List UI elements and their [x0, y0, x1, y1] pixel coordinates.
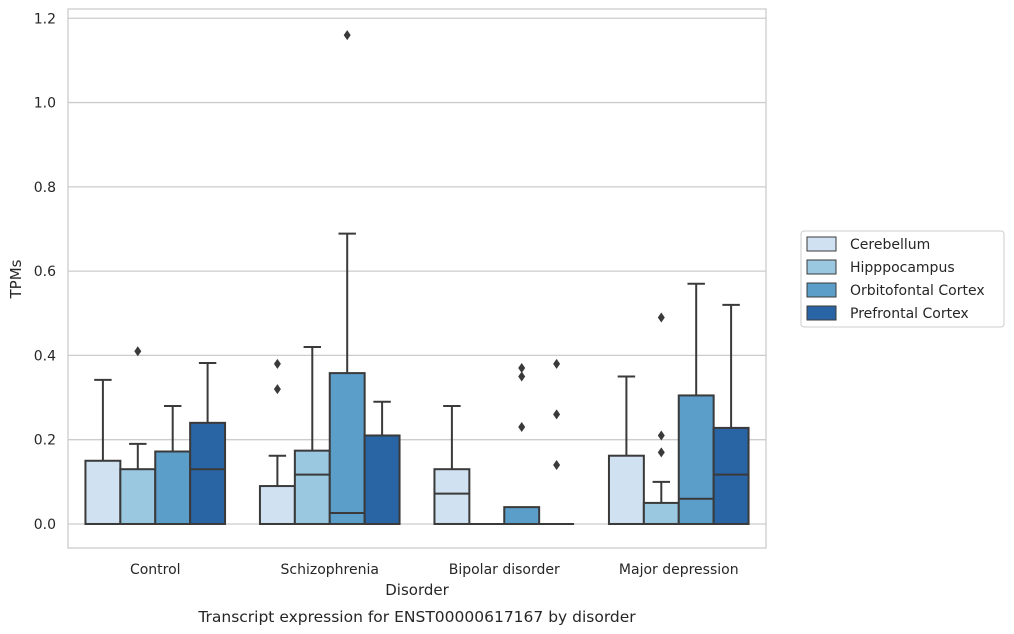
box-3-0 — [607, 375, 645, 525]
box-body — [433, 468, 471, 525]
y-gridlines — [68, 17, 766, 525]
y-axis-label: TPMs — [7, 259, 25, 299]
y-tick-label: 0.4 — [34, 348, 56, 364]
y-tick-label: 0.8 — [34, 180, 56, 196]
box-body — [328, 372, 366, 525]
y-tick-label: 0.0 — [34, 517, 56, 533]
box-2-2 — [503, 363, 541, 525]
x-tick-labels: Control Schizophrenia Bipolar disorder Majo… — [130, 562, 739, 578]
y-tick-labels: 0.0 0.2 0.4 0.6 0.8 1.0 1.2 — [34, 11, 56, 533]
outlier-point — [273, 358, 281, 369]
box-1-2 — [328, 30, 366, 525]
outlier-point — [518, 371, 526, 382]
box-0-3 — [189, 361, 227, 525]
outlier-point — [657, 430, 665, 441]
legend-label: Hipppocampus — [850, 260, 955, 276]
box-body — [293, 449, 331, 525]
box-body — [712, 426, 750, 525]
box-3-2 — [677, 282, 715, 525]
box-body — [258, 485, 296, 525]
y-tick-label: 1.0 — [34, 96, 56, 112]
legend-swatch — [806, 305, 837, 321]
y-tick-label: 0.6 — [34, 264, 56, 280]
box-body — [363, 434, 401, 525]
legend-label: Cerebellum — [850, 237, 930, 253]
legend-entry: Orbitofontal Cortex — [806, 282, 985, 299]
outlier-point — [657, 447, 665, 458]
legend-frame — [800, 230, 1005, 328]
plot-frame — [67, 8, 767, 549]
box-0-1 — [119, 346, 157, 525]
legend-swatch — [806, 236, 837, 252]
x-tick-label: Major depression — [619, 562, 739, 578]
legend-swatch — [806, 259, 837, 275]
figure-caption: Transcript expression for ENST0000061716… — [197, 608, 636, 626]
box-0-2 — [154, 404, 192, 525]
box-body — [503, 506, 541, 525]
outlier-point — [518, 422, 526, 433]
box-body — [189, 421, 227, 525]
legend-swatch — [806, 282, 837, 298]
y-tick-label: 1.2 — [34, 11, 56, 27]
boxes — [84, 30, 750, 525]
outlier-point — [273, 384, 281, 395]
box-body — [84, 459, 122, 525]
x-tick-label: Bipolar disorder — [449, 562, 560, 578]
outlier-point — [134, 346, 142, 357]
outlier-point — [518, 363, 526, 374]
box-3-1 — [642, 312, 680, 525]
x-tick-label: Control — [130, 562, 181, 578]
legend-label: Orbitofontal Cortex — [850, 283, 985, 299]
legend-entry: Hipppocampus — [806, 259, 955, 276]
legend-entries: Cerebellum Hipppocampus Orbitofontal Corte… — [806, 236, 985, 322]
box-2-3 — [539, 358, 575, 525]
y-tick-label: 0.2 — [34, 433, 56, 449]
box-3-3 — [712, 303, 750, 525]
box-2-0 — [433, 404, 471, 525]
box-body — [154, 450, 192, 525]
legend-entry: Prefrontal Cortex — [806, 305, 969, 322]
legend: Cerebellum Hipppocampus Orbitofontal Corte… — [800, 230, 1005, 328]
box-1-1 — [293, 345, 331, 525]
legend-label: Prefrontal Cortex — [850, 306, 969, 322]
box-body — [642, 501, 680, 525]
outlier-point — [553, 358, 561, 369]
x-tick-label: Schizophrenia — [281, 562, 379, 578]
outlier-point — [657, 312, 665, 323]
box-1-0 — [258, 358, 296, 525]
box-0-0 — [84, 378, 122, 525]
x-axis-label: Disorder — [385, 581, 449, 599]
outlier-point — [553, 409, 561, 420]
outlier-point — [553, 459, 561, 470]
box-body — [607, 454, 645, 525]
outlier-point — [343, 30, 351, 41]
box-1-3 — [363, 400, 401, 525]
legend-entry: Cerebellum — [806, 236, 930, 253]
box-body — [677, 394, 715, 525]
box-body — [119, 468, 157, 525]
